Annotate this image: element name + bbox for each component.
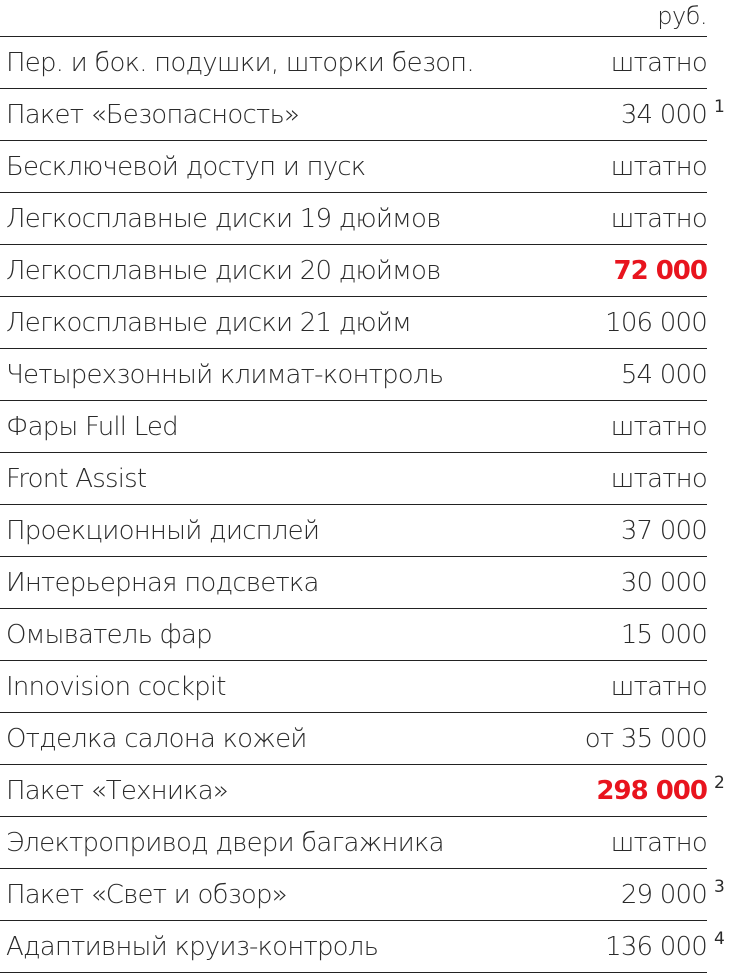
option-name: Легкосплавные диски 21 дюйм — [6, 307, 412, 338]
table-row: Омыватель фар 15 000 — [0, 608, 708, 660]
table-row: Фары Full Led штатно — [0, 400, 708, 452]
option-name: Отделка салона кожей — [6, 723, 307, 754]
option-price: 15 000 — [620, 619, 708, 650]
option-price: 37 000 — [620, 515, 708, 546]
option-price: штатно — [610, 671, 708, 702]
footnote-mark: 3 — [714, 877, 725, 897]
table-row: Проекционный дисплей 37 000 — [0, 504, 708, 556]
option-price: 106 000 — [605, 307, 708, 338]
option-price: штатно — [610, 411, 708, 442]
table-row: Пакет «Техника» 298 000 2 — [0, 764, 725, 816]
option-name: Front Assist — [6, 463, 147, 494]
table-row: Пер. и бок. подушки, шторки безоп. штатно — [0, 36, 708, 88]
option-name: Пакет «Свет и обзор» — [6, 879, 288, 910]
footnote-mark: 1 — [714, 97, 725, 117]
table-row: Бесключевой доступ и пуск штатно — [0, 140, 708, 192]
option-name: Интерьерная подсветка — [6, 567, 319, 598]
option-name: Фары Full Led — [6, 411, 179, 442]
table-row: Адаптивный круиз-контроль 136 000 4 — [0, 920, 725, 973]
table-row: Легкосплавные диски 19 дюймов штатно — [0, 192, 708, 244]
currency-unit: руб. — [657, 2, 707, 30]
option-price: штатно — [610, 827, 708, 858]
option-price: 136 000 — [605, 931, 708, 962]
option-price: штатно — [610, 151, 708, 182]
option-price: 29 000 — [620, 879, 708, 910]
option-name: Четырехзонный климат-контроль — [6, 359, 444, 390]
table-row: Пакет «Безопасность» 34 000 1 — [0, 88, 725, 140]
option-price: от 35 000 — [584, 723, 708, 754]
option-name: Электропривод двери багажника — [6, 827, 445, 858]
option-price: 34 000 — [620, 99, 708, 130]
option-name: Легкосплавные диски 19 дюймов — [6, 203, 441, 234]
option-name: Бесключевой доступ и пуск — [6, 151, 366, 182]
option-price: 72 000 — [613, 255, 708, 286]
option-name: Innovision cockpit — [6, 671, 226, 702]
option-name: Адаптивный круиз-контроль — [6, 931, 379, 962]
option-price: штатно — [610, 47, 708, 78]
table-row: Интерьерная подсветка 30 000 — [0, 556, 708, 608]
table-row: Innovision cockpit штатно — [0, 660, 708, 712]
option-name: Проекционный дисплей — [6, 515, 320, 546]
table-row: Пакет «Свет и обзор» 29 000 3 — [0, 868, 725, 920]
table-row: Четырехзонный климат-контроль 54 000 — [0, 348, 708, 400]
table-row: Электропривод двери багажника штатно — [0, 816, 708, 868]
option-name: Пакет «Техника» — [6, 775, 229, 806]
options-price-table: Пер. и бок. подушки, шторки безоп. штатно… — [0, 36, 725, 973]
option-name: Пер. и бок. подушки, шторки безоп. — [6, 47, 475, 78]
table-row: Легкосплавные диски 21 дюйм 106 000 — [0, 296, 708, 348]
option-price: штатно — [610, 203, 708, 234]
table-row: Отделка салона кожей от 35 000 — [0, 712, 708, 764]
option-price: 54 000 — [620, 359, 708, 390]
footnote-mark: 2 — [714, 773, 725, 793]
option-name: Пакет «Безопасность» — [6, 99, 300, 130]
option-price: штатно — [610, 463, 708, 494]
option-name: Омыватель фар — [6, 619, 213, 650]
table-row: Front Assist штатно — [0, 452, 708, 504]
table-row: Легкосплавные диски 20 дюймов 72 000 — [0, 244, 708, 296]
option-price: 30 000 — [620, 567, 708, 598]
option-price: 298 000 — [596, 775, 708, 806]
option-name: Легкосплавные диски 20 дюймов — [6, 255, 441, 286]
footnote-mark: 4 — [714, 929, 725, 949]
